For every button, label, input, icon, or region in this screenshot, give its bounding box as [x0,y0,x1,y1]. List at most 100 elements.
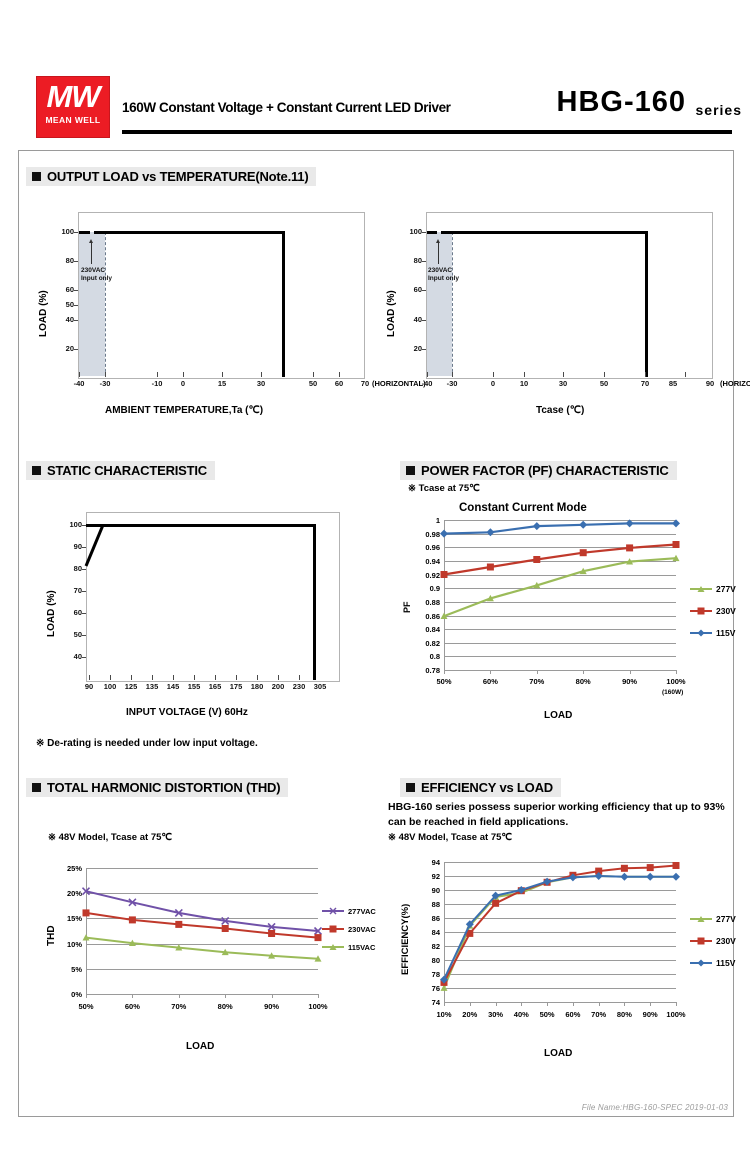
y-tick-label: 40 [73,652,82,661]
y-tick-mark [422,232,426,233]
y-tick-mark [82,569,86,570]
gridline [444,974,676,975]
y-tick-mark [422,261,426,262]
gridline [444,1002,676,1003]
x-tick-mark [547,1002,549,1006]
product-description: 160W Constant Voltage + Constant Current… [122,100,451,115]
chart-power-factor: 1 0.98 0.96 0.94 0.92 0.9 0.88 0.86 0.84… [402,516,736,721]
x-tick-mark [339,372,340,377]
chart-load-vs-ambient: 230VAC Input only 100 80 60 50 40 20 -40… [38,212,426,416]
x-tick-label: 305 [313,682,327,691]
legend-label: 277VAC [348,906,376,916]
curve-ramp [84,524,105,567]
y-tick-label: 80 [73,564,82,573]
gridline [86,893,318,895]
curve-dropoff [313,524,316,680]
gridline [86,968,318,970]
y-tick-label: 86 [431,914,440,923]
x-tick-label: 80% [575,677,591,686]
y-tick-mark [82,657,86,658]
chart-thd: 25% 20% 15% 10% 5% 0% [46,864,376,1066]
y-tick-label: 0.9 [429,584,440,594]
efficiency-description: HBG-160 series possess superior working … [388,801,725,828]
y-tick-label: 40 [413,315,422,324]
section-title-text: STATIC CHARACTERISTIC [47,463,207,478]
x-tick-label: 30 [256,379,266,388]
x-tick-mark [645,372,646,377]
x-marker-icon [329,907,337,915]
gridline [444,932,676,933]
x-tick-label: 60 [334,379,344,388]
x-tick-label: 125 [124,682,138,691]
x-tick-label: 230 [292,682,306,691]
y-tick-mark [82,635,86,636]
x-tick-mark [598,1002,600,1006]
y-tick-mark [74,290,78,291]
x-tick-label: 175 [229,682,243,691]
product-series-label: series [695,102,742,118]
y-tick-label: 50 [65,300,74,309]
x-tick-label: 30 [558,379,568,388]
y-tick-label: 90 [73,542,82,551]
y-tick-label: 20 [65,344,74,353]
y-tick-label: 0.78 [425,666,440,675]
x-tick-label: 70% [591,1010,607,1019]
x-tick-label: 85 [668,379,678,388]
y-tick-label: 90 [431,886,440,895]
y-tick-mark [82,591,86,592]
y-axis-title: LOAD (%) [38,290,49,337]
legend-item-277v: 277V [690,578,736,600]
square-marker-icon [697,607,705,615]
plot-area [86,512,340,682]
x-tick-label: 200 [271,682,285,691]
x-tick-label: -10 [151,379,163,388]
x-tick-label: 90 [84,682,94,691]
y-tick-label: 60 [73,608,82,617]
x-tick-mark [524,372,525,377]
y-tick-mark [422,320,426,321]
x-tick-label: 50 [308,379,318,388]
y-tick-label: 80 [65,256,74,265]
plot-area [78,212,365,379]
meanwell-logo: MW MEAN WELL [36,76,110,138]
x-tick-mark [183,372,184,377]
x-tick-mark [676,670,677,674]
gridline [444,946,676,947]
diamond-marker-icon [697,959,705,967]
y-tick-label: 82 [431,942,440,951]
legend-item-115v: 115V [690,622,736,644]
y-tick-label: 20 [413,344,422,353]
section-header-static: STATIC CHARACTERISTIC [26,461,215,480]
y-tick-label: 0.92 [425,570,440,580]
x-axis-orientation-label: (HORIZONTAL) [372,379,426,388]
x-tick-label: 100% [666,1010,686,1019]
x-tick-label: 70 [360,379,370,388]
x-tick-label: 60% [565,1010,581,1019]
gridline [444,890,676,891]
x-tick-label: 0 [490,379,496,388]
curve-dash-2 [94,231,105,234]
x-tick-mark [490,670,492,674]
y-tick-label: 0.98 [425,529,440,539]
x-tick-label: 50 [599,379,609,388]
gridline [444,574,676,576]
curve-plateau [86,524,316,527]
x-axis-orientation-label: (HORIZONTAL) [720,379,750,388]
y-tick-label: 1 [435,516,440,525]
logo-mw-text: MW [46,79,100,114]
plot-area [426,212,713,379]
x-tick-label: 145 [166,682,180,691]
y-tick-label: 0.84 [425,625,440,635]
x-tick-mark [624,1002,626,1006]
legend-label: 277V [716,914,736,924]
header-divider [122,130,732,134]
chart-efficiency: 94 92 90 88 86 84 82 80 78 76 74 [400,858,736,1060]
chart-static-characteristic: 100 90 80 70 60 50 40 90 100 125 135 145… [46,512,368,718]
y-tick-label: 0.82 [425,638,440,648]
derating-shade-region [79,232,105,376]
product-model: HBG-160 [556,86,686,118]
x-tick-label: 10% [436,1010,452,1019]
y-tick-mark [82,525,86,526]
legend-label: 230VAC [348,924,376,934]
